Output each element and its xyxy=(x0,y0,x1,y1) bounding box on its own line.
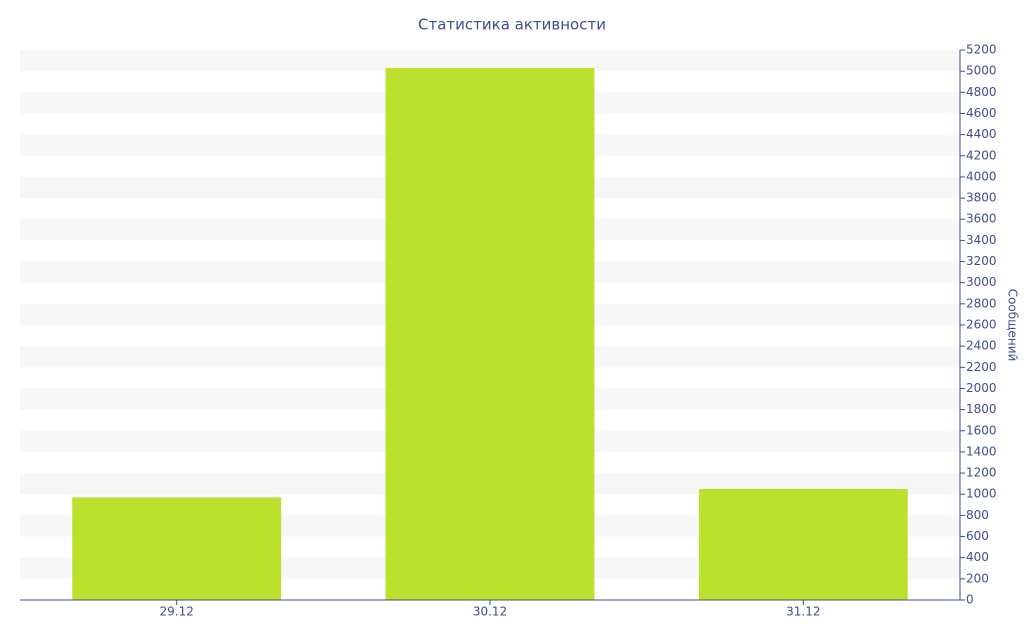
y-tick-label: 200 xyxy=(966,571,989,585)
y-tick-label: 2400 xyxy=(966,339,997,353)
y-tick-label: 4600 xyxy=(966,106,997,120)
bar xyxy=(385,67,595,600)
y-tick-label: 2800 xyxy=(966,296,997,310)
y-tick-label: 4400 xyxy=(966,127,997,141)
y-tick-label: 5000 xyxy=(966,64,997,78)
x-tick-label: 31.12 xyxy=(786,605,820,619)
y-tick-label: 1400 xyxy=(966,444,997,458)
grid-band xyxy=(20,50,960,72)
y-tick-label: 4800 xyxy=(966,85,997,99)
y-tick-label: 5200 xyxy=(966,43,997,57)
y-tick-label: 4000 xyxy=(966,169,997,183)
y-tick-label: 3800 xyxy=(966,191,997,205)
y-tick-label: 2600 xyxy=(966,318,997,332)
y-tick-label: 800 xyxy=(966,508,989,522)
y-tick-label: 0 xyxy=(966,593,974,607)
bar xyxy=(72,497,282,600)
y-axis-label: Сообщений xyxy=(1006,289,1020,362)
y-tick-label: 1600 xyxy=(966,423,997,437)
x-tick-label: 29.12 xyxy=(159,605,193,619)
y-tick-label: 3600 xyxy=(966,212,997,226)
y-tick-label: 600 xyxy=(966,529,989,543)
bar xyxy=(698,488,908,600)
y-tick-label: 3200 xyxy=(966,254,997,268)
x-tick-label: 30.12 xyxy=(473,605,507,619)
y-tick-label: 400 xyxy=(966,550,989,564)
y-tick-label: 2000 xyxy=(966,381,997,395)
y-tick-label: 3000 xyxy=(966,275,997,289)
y-tick-label: 1000 xyxy=(966,487,997,501)
y-tick-label: 1800 xyxy=(966,402,997,416)
y-tick-label: 2200 xyxy=(966,360,997,374)
y-tick-label: 4200 xyxy=(966,148,997,162)
y-tick-label: 1200 xyxy=(966,466,997,480)
y-tick-label: 3400 xyxy=(966,233,997,247)
chart-title: Статистика активности xyxy=(418,16,606,34)
